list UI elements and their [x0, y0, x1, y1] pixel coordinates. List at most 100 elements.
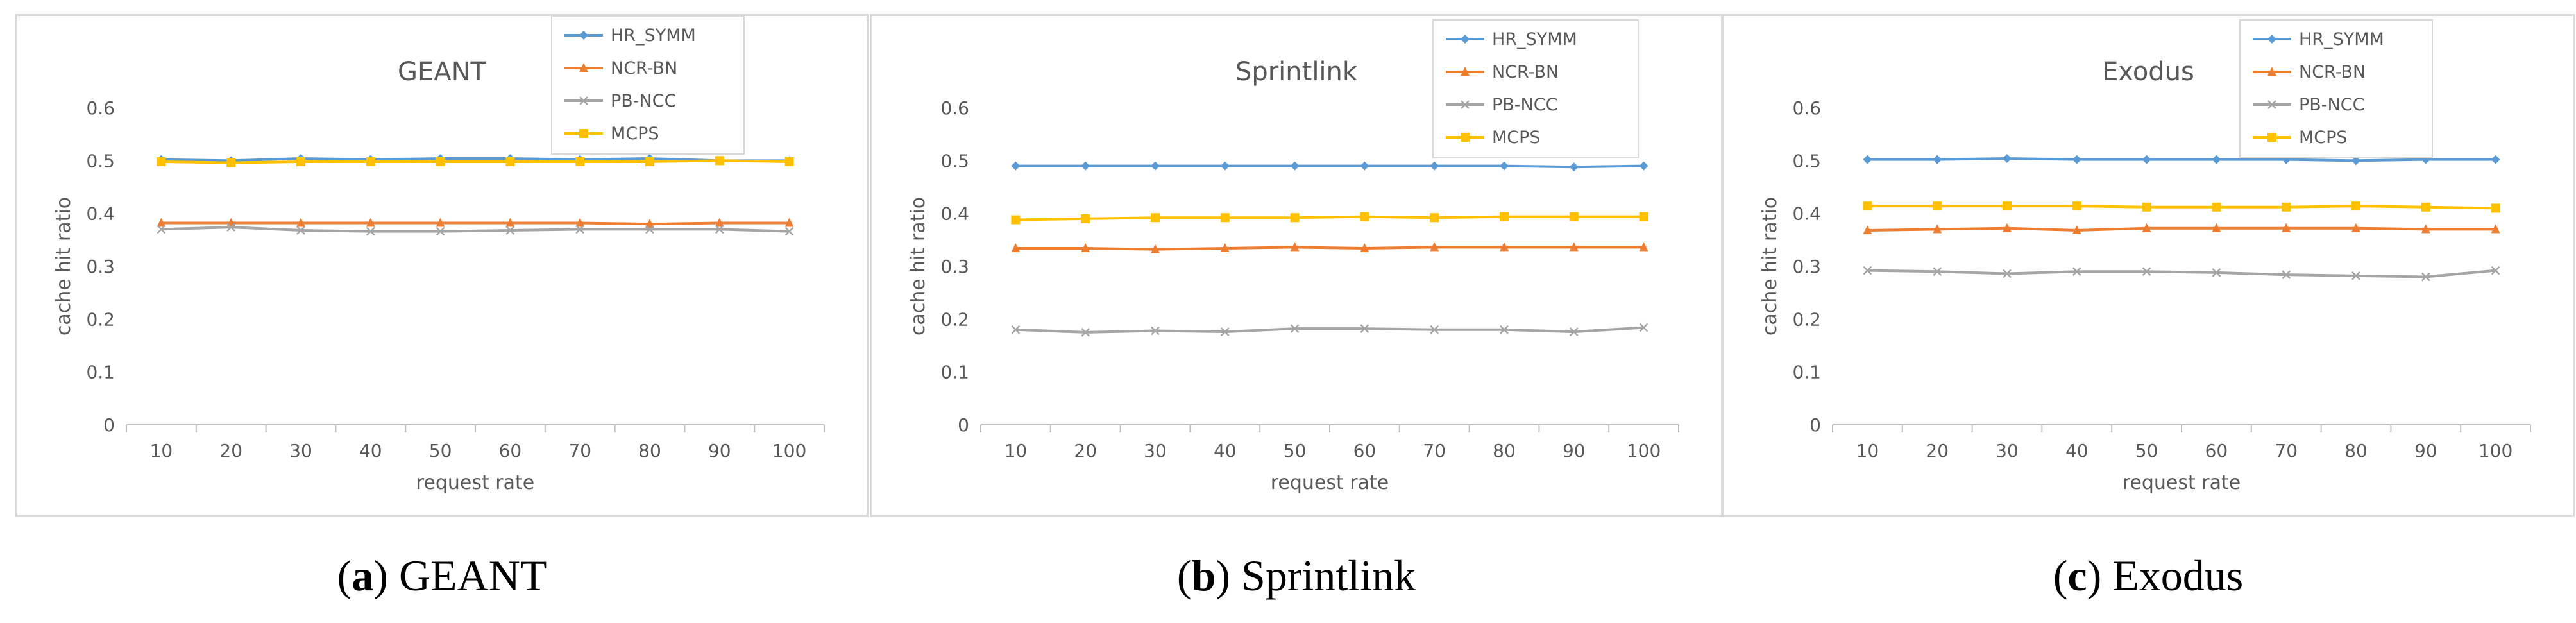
chart-panel-sprintlink: Sprintlink 0 0.1 0.2 0.3 0.4 0.5 0.6 10 20 30 40 50 6… — [870, 14, 1723, 517]
y-tick-label: 0.3 — [940, 256, 969, 277]
y-tick-label: 0.2 — [86, 309, 115, 330]
x-tick-label: 50 — [2135, 440, 2158, 461]
chart-sprintlink: Sprintlink 0 0.1 0.2 0.3 0.4 0.5 0.6 10 20 30 40 50 6… — [907, 19, 1679, 494]
legend-label: PB-NCC — [2299, 95, 2364, 115]
legend-marker — [2267, 100, 2276, 109]
data-point — [715, 225, 724, 234]
series-line-mcps — [1015, 215, 1644, 221]
data-point — [575, 218, 585, 227]
x-tick-label: 100 — [1627, 440, 1661, 461]
data-point — [1220, 327, 1230, 336]
y-tick-label: 0.1 — [1792, 362, 1821, 383]
data-point — [2491, 203, 2500, 213]
data-point — [784, 226, 794, 236]
chart-title: Exodus — [2102, 57, 2194, 87]
series-pb-ncc — [157, 223, 794, 236]
data-point — [1933, 267, 1942, 277]
legend-entry: MCPS — [2253, 128, 2348, 148]
y-tick-label: 0.1 — [86, 362, 115, 383]
data-point — [1081, 328, 1090, 337]
data-point — [1360, 243, 1369, 253]
y-tick-label: 0 — [1809, 414, 1821, 436]
data-point — [1933, 224, 1942, 234]
y-tick-label: 0.2 — [940, 309, 969, 330]
legend-marker — [579, 129, 588, 138]
data-point — [366, 157, 375, 166]
data-point — [366, 218, 375, 227]
data-point — [1290, 161, 1300, 171]
x-tick-label: 80 — [638, 440, 661, 461]
data-point — [2212, 268, 2221, 277]
legend-marker — [579, 96, 588, 105]
data-point — [505, 226, 515, 235]
x-axis-label: request rate — [1271, 472, 1389, 494]
data-point — [2142, 155, 2151, 164]
data-point — [2282, 223, 2291, 232]
x-tick-label: 40 — [2065, 440, 2089, 461]
data-point — [2072, 267, 2081, 277]
data-point — [296, 218, 305, 227]
data-point — [1569, 242, 1579, 252]
y-tick-label: 0.1 — [940, 362, 969, 383]
data-point — [1933, 155, 1942, 164]
data-point — [2003, 223, 2012, 232]
legend-marker — [2267, 67, 2276, 76]
data-point — [1569, 327, 1579, 336]
data-point — [1151, 213, 1160, 223]
data-point — [575, 225, 585, 234]
legend-label: MCPS — [1492, 128, 1541, 148]
x-tick-label: 80 — [2344, 440, 2368, 461]
x-tick-label: 90 — [708, 440, 731, 461]
data-point — [1011, 161, 1021, 171]
series-line-pb-ncc — [1867, 269, 2496, 278]
data-point — [226, 223, 236, 232]
data-point — [1430, 242, 1439, 252]
data-point — [436, 218, 445, 227]
y-tick-label: 0.5 — [86, 150, 115, 171]
data-point — [1639, 242, 1648, 252]
caption-text: Exodus — [2112, 551, 2244, 600]
data-point — [1151, 326, 1160, 336]
legend-label: MCPS — [611, 124, 659, 144]
chart-geant: GEANT 0 0.1 0.2 0.3 0.4 0.5 0.6 10 20 30 40 50 60 70 80… — [53, 16, 825, 494]
caption-text: Sprintlink — [1241, 551, 1416, 600]
x-tick-label: 10 — [1856, 440, 1879, 461]
x-tick-label: 50 — [429, 440, 452, 461]
series-line-ncr-bn — [1015, 246, 1644, 251]
data-point — [1081, 214, 1090, 223]
x-tick-label: 30 — [1144, 440, 1167, 461]
data-point — [1933, 201, 1942, 211]
data-point — [2142, 223, 2151, 232]
data-point — [1500, 161, 1509, 171]
data-point — [2491, 224, 2500, 234]
y-axis: 0 0.1 0.2 0.3 0.4 0.5 0.6 — [1792, 98, 1821, 436]
legend-marker — [579, 31, 588, 40]
series-mcps — [1863, 201, 2500, 213]
legend-label: HR_SYMM — [1492, 30, 1577, 49]
legend-label: PB-NCC — [1492, 95, 1557, 115]
series-line-pb-ncc — [1015, 326, 1644, 334]
chart-exodus: Exodus 0 0.1 0.2 0.3 0.4 0.5 0.6 10 20 30 40 50 60 70 8… — [1759, 19, 2531, 494]
data-point — [2072, 155, 2081, 164]
data-point — [2212, 223, 2221, 232]
data-point — [1500, 242, 1509, 252]
data-point — [1430, 213, 1439, 223]
data-point — [436, 157, 445, 166]
data-point — [1220, 243, 1230, 253]
data-point — [2421, 202, 2430, 212]
x-tick-label: 100 — [2479, 440, 2512, 461]
x-tick-label: 80 — [1493, 440, 1516, 461]
chart-panel-exodus: Exodus 0 0.1 0.2 0.3 0.4 0.5 0.6 10 20 30 40 50 60 70 8… — [1722, 14, 2575, 517]
y-tick-label: 0 — [103, 414, 115, 436]
series-line-hr-symm — [1867, 157, 2496, 162]
series-line-mcps — [161, 159, 790, 164]
legend-entry: HR_SYMM — [1446, 30, 1577, 49]
data-point — [715, 156, 724, 166]
x-tick-label: 30 — [289, 440, 312, 461]
data-point — [1863, 155, 1872, 164]
x-tick-label: 60 — [1353, 440, 1377, 461]
legend: HR_SYMM NCR-BN PB-NCC MCPS — [2239, 19, 2433, 158]
data-point — [157, 157, 166, 166]
data-point — [1639, 212, 1648, 221]
legend-entry: HR_SYMM — [564, 26, 696, 46]
